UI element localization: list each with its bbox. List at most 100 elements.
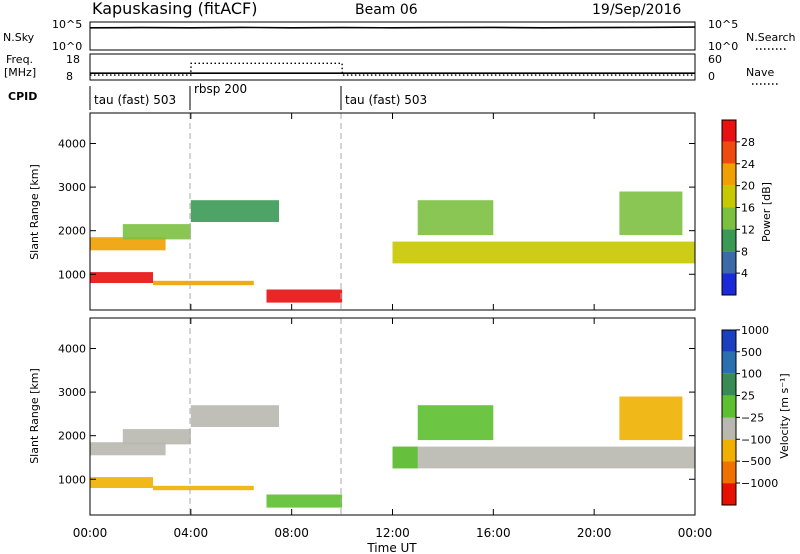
beam-title: Beam 06 bbox=[355, 2, 418, 18]
freq-label-line2: [MHz] bbox=[4, 66, 36, 79]
heatmap-region-7 bbox=[417, 200, 494, 236]
colorbar-tick-label: −100 bbox=[741, 433, 771, 446]
colorbar-swatch bbox=[722, 330, 736, 352]
colorbar-swatch bbox=[722, 163, 736, 186]
y-tick-label: 4000 bbox=[58, 138, 86, 151]
colorbar-swatch bbox=[722, 483, 736, 505]
cpid-mode-3: tau (fast) 503 bbox=[345, 93, 427, 107]
colorbar-tick-label: 16 bbox=[741, 202, 755, 215]
y-tick-label: 3000 bbox=[58, 181, 86, 194]
heatmap-region-6 bbox=[392, 241, 695, 264]
heatmap-region-6 bbox=[392, 446, 695, 469]
power-panel: 1000 2000 3000 4000 Slant Range [km] 28 24 20… bbox=[28, 112, 773, 311]
power-ylabel: Slant Range [km] bbox=[28, 164, 41, 260]
x-tick-label: 04:00 bbox=[174, 526, 209, 540]
power-yticks: 1000 2000 3000 4000 bbox=[58, 138, 695, 281]
power-colorbar: 28 24 20 16 12 8 4 bbox=[721, 119, 755, 296]
freq-label-line1: Freq. bbox=[6, 53, 33, 66]
y-tick-label: 2000 bbox=[58, 225, 86, 238]
colorbar-swatch bbox=[722, 461, 736, 484]
colorbar-swatch bbox=[722, 439, 736, 462]
heatmap-region-8 bbox=[619, 191, 683, 236]
heatmap-region-0 bbox=[90, 442, 166, 456]
heatmap-region-2 bbox=[122, 224, 191, 240]
colorbar-swatch bbox=[722, 185, 736, 208]
colorbar-swatch bbox=[722, 229, 736, 252]
y-tick-label: 3000 bbox=[58, 386, 86, 399]
heatmap-region-4 bbox=[190, 405, 279, 427]
colorbar-swatch bbox=[722, 273, 736, 295]
velocity-ylabel: Slant Range [km] bbox=[28, 368, 41, 464]
colorbar-tick-label: −25 bbox=[741, 411, 764, 424]
colorbar-tick-label: 25 bbox=[741, 390, 755, 403]
x-tick-label: 08:00 bbox=[274, 526, 309, 540]
colorbar-swatch bbox=[722, 251, 736, 274]
heatmap-region-7 bbox=[392, 446, 418, 469]
colorbar-tick-label: 1000 bbox=[741, 324, 769, 337]
freq-left-tick-bottom: 8 bbox=[66, 70, 73, 83]
velocity-colorbar: 1000 500 100 25 −25 −100 −500 −1000 bbox=[721, 324, 778, 506]
velocity-panel-bg bbox=[90, 318, 695, 515]
colorbar-tick-label: 8 bbox=[741, 245, 748, 258]
power-colorbar-label: Power [dB] bbox=[760, 182, 773, 242]
colorbar-swatch bbox=[722, 141, 736, 164]
noise-left-tick-bottom: 10^0 bbox=[52, 40, 82, 53]
velocity-colorbar-label: Velocity [m s⁻¹] bbox=[778, 373, 791, 458]
heatmap-region-1 bbox=[90, 272, 153, 283]
colorbar-tick-label: 12 bbox=[741, 223, 755, 236]
cpid-row: CPID tau (fast) 503 rbsp 200 tau (fast) … bbox=[8, 82, 427, 110]
velocity-data-layer bbox=[90, 396, 695, 508]
colorbar-tick-label: 20 bbox=[741, 180, 755, 193]
cpid-mode-1: tau (fast) 503 bbox=[94, 93, 176, 107]
freq-panel: Freq. [MHz] 18 8 60 0 Nave bbox=[4, 53, 780, 85]
noise-sky-line bbox=[89, 26, 696, 29]
heatmap-region-3 bbox=[153, 485, 254, 491]
nave-label: Nave bbox=[746, 66, 774, 79]
cpid-label: CPID bbox=[8, 90, 37, 103]
noise-left-label: N.Sky bbox=[3, 31, 35, 44]
freq-right-tick-top: 60 bbox=[708, 53, 722, 66]
x-tick-label: 16:00 bbox=[476, 526, 511, 540]
power-panel-bg bbox=[90, 113, 695, 310]
heatmap-region-0 bbox=[90, 237, 166, 251]
velocity-yticks: 1000 2000 3000 4000 bbox=[58, 343, 695, 486]
heatmap-region-8 bbox=[417, 405, 494, 441]
heatmap-region-2 bbox=[122, 429, 191, 445]
heatmap-region-5 bbox=[266, 494, 343, 508]
power-data-layer bbox=[90, 191, 695, 303]
freq-panel-frame bbox=[89, 53, 696, 81]
y-tick-label: 1000 bbox=[58, 473, 86, 486]
noise-right-tick-top: 10^5 bbox=[708, 18, 738, 31]
colorbar-swatch bbox=[722, 207, 736, 230]
noise-left-tick-top: 10^5 bbox=[52, 18, 82, 31]
colorbar-swatch bbox=[722, 417, 736, 440]
heatmap-region-5 bbox=[266, 289, 343, 303]
heatmap-region-4 bbox=[190, 200, 279, 222]
colorbar-tick-label: 500 bbox=[741, 346, 762, 359]
y-tick-label: 1000 bbox=[58, 268, 86, 281]
heatmap-region-1 bbox=[90, 477, 153, 488]
colorbar-swatch bbox=[722, 395, 736, 418]
x-tick-label: 12:00 bbox=[375, 526, 410, 540]
station-title: Kapuskasing (fitACF) bbox=[92, 0, 257, 18]
colorbar-tick-label: 28 bbox=[741, 136, 755, 149]
colorbar-swatch bbox=[722, 373, 736, 396]
noise-panel-frame bbox=[89, 21, 696, 51]
heatmap-region-3 bbox=[153, 280, 254, 286]
noise-panel: N.Sky 10^5 10^0 10^5 10^0 N.Search bbox=[3, 18, 796, 53]
colorbar-tick-label: 100 bbox=[741, 368, 762, 381]
freq-left-tick-top: 18 bbox=[66, 53, 80, 66]
colorbar-tick-label: 24 bbox=[741, 158, 755, 171]
cpid-mode-2: rbsp 200 bbox=[194, 82, 247, 96]
colorbar-tick-label: −500 bbox=[741, 455, 771, 468]
colorbar-tick-label: 4 bbox=[741, 267, 748, 280]
x-axis-label: Time UT bbox=[366, 541, 417, 554]
y-tick-label: 4000 bbox=[58, 343, 86, 356]
x-tick-label: 00:00 bbox=[73, 526, 108, 540]
nave-line bbox=[90, 62, 695, 76]
date-title: 19/Sep/2016 bbox=[592, 2, 681, 18]
x-axis: 00:00 04:00 08:00 12:00 16:00 20:00 00:00 bbox=[73, 113, 713, 540]
x-tick-label: 20:00 bbox=[577, 526, 612, 540]
x-tick-label: 00:00 bbox=[678, 526, 713, 540]
